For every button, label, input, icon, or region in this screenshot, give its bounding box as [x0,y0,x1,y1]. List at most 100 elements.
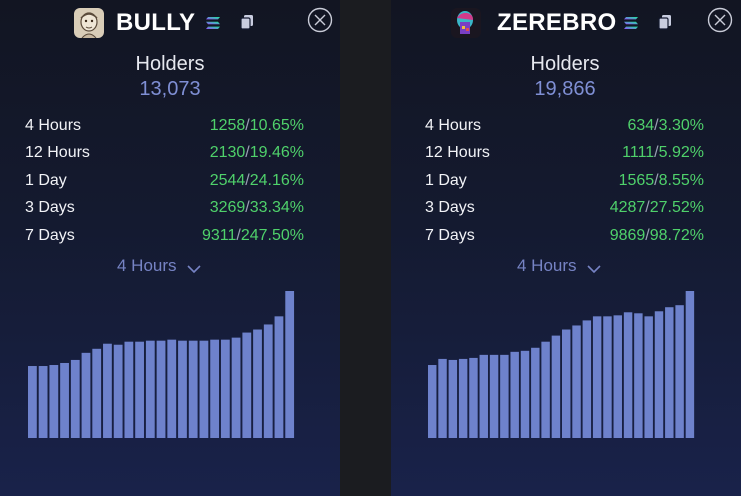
chart-bar [210,339,220,438]
chart-bar [103,343,112,438]
stat-row: 7 Days 9869/98.72% [425,222,704,250]
chart-bar [28,366,37,438]
chart-bar [500,354,509,438]
chart-bar [623,312,633,438]
stat-row: 1 Day 1565/8.55% [425,167,704,195]
chart-bar [613,315,622,438]
chart-bar [285,291,295,438]
solana-icon [205,16,221,30]
chart-bar [541,341,550,438]
stat-period: 7 Days [25,226,75,244]
close-icon[interactable] [707,7,733,33]
token-panel-zerebro: ZEREBRO Holders 19,866 4 Hours [391,0,741,496]
chart-bar [428,365,437,438]
chart-bar [603,316,612,438]
chart-bar [531,347,540,438]
panel-header: ZEREBRO [391,5,741,39]
chart-bar [60,362,69,438]
chart-bar [81,352,91,438]
chart-bar [145,340,155,438]
holder-stats-list: 4 Hours 1258/10.65% 12 Hours 2130/19.46%… [25,112,304,250]
stat-period: 4 Hours [425,116,482,134]
stat-change: 2544/24.16% [209,171,304,189]
stat-period: 1 Day [25,171,67,189]
chart-bar [685,291,695,438]
chart-bar [188,340,198,438]
chart-bar [156,340,166,438]
interval-selected: 4 Hours [517,256,577,275]
token-name: BULLY [116,9,196,36]
stat-period: 12 Hours [425,144,490,162]
stat-row: 12 Hours 2130/19.46% [25,140,304,168]
chart-bar [479,354,488,438]
chart-bar [438,358,447,438]
stat-period: 7 Days [425,226,475,244]
stat-change: 9311/247.50% [201,226,304,244]
zerebro-avatar-icon [451,8,481,38]
holders-count: 19,866 [534,78,596,100]
panel-header: BULLY [0,5,340,39]
chart-bar [274,316,284,438]
holders-count: 13,073 [139,78,201,100]
chart-bar [458,358,468,438]
stat-period: 3 Days [425,199,475,217]
chart-bar [70,359,80,438]
stat-row: 4 Hours 634/3.30% [425,112,704,140]
stat-change: 1258/10.65% [209,116,304,134]
chart-bar [178,340,187,438]
chart-bar [167,339,177,438]
stat-period: 12 Hours [25,144,90,162]
holders-label: Holders [530,53,600,75]
stat-change: 1565/8.55% [618,171,704,189]
chart-bar [49,365,59,438]
stat-row: 1 Day 2544/24.16% [25,167,304,195]
chart-bar [510,351,519,438]
chart-bar [469,357,478,438]
chart-bar [124,341,134,438]
stat-row: 3 Days 4287/27.52% [425,195,704,223]
stat-change: 634/3.30% [627,116,704,134]
chart-bar [582,320,592,438]
chart-bar [644,316,653,438]
chart-bar [520,350,530,438]
stat-row: 4 Hours 1258/10.65% [25,112,304,140]
holder-stats-list: 4 Hours 634/3.30% 12 Hours 1111/5.92% 1 … [425,112,704,250]
stat-change: 9869/98.72% [609,226,704,244]
holders-bar-chart [428,291,695,438]
chart-bar [113,344,123,438]
chart-bar [38,366,48,438]
stat-change: 2130/19.46% [209,144,304,162]
chart-bar [675,305,684,438]
interval-dropdown[interactable]: 4 Hours [517,255,601,277]
token-name: ZEREBRO [497,9,617,36]
stat-row: 7 Days 9311/247.50% [25,222,304,250]
stat-period: 1 Day [425,171,467,189]
chart-bar [572,325,581,438]
holders-bar-chart [28,291,295,438]
chart-bar [135,341,144,438]
token-panel-bully: BULLY Holders 13,073 4 Hours [0,0,340,496]
chevron-down-icon [586,261,601,274]
chart-bar [654,311,664,438]
copy-icon[interactable] [658,14,672,30]
chart-bar [253,329,262,438]
interval-selected: 4 Hours [117,256,177,275]
bully-avatar-icon [74,8,104,38]
interval-dropdown[interactable]: 4 Hours [117,255,201,277]
copy-icon[interactable] [240,14,254,30]
close-icon[interactable] [307,7,333,33]
chart-bar [665,307,674,438]
stat-change: 1111/5.92% [622,144,704,162]
chart-bar [448,359,458,438]
stat-row: 12 Hours 1111/5.92% [425,140,704,168]
chart-bar [592,316,602,438]
chart-bar [562,329,571,438]
chart-bar [242,332,252,438]
chart-bar [489,354,499,438]
stat-change: 3269/33.34% [209,199,304,217]
stat-row: 3 Days 3269/33.34% [25,195,304,223]
chart-bar [199,340,209,438]
chart-bar [92,348,102,438]
stat-period: 4 Hours [25,116,82,134]
stat-period: 3 Days [25,199,75,217]
